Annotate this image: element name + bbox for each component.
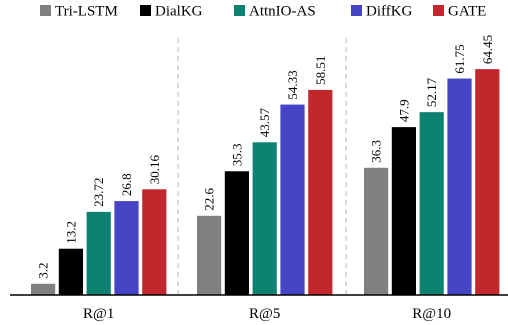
legend-swatch-tri-lstm <box>40 5 51 16</box>
bar-attnio-as-r-5 <box>252 142 277 295</box>
bar-dialkg-r-5 <box>224 171 249 295</box>
x-tick-label-r-10: R@10 <box>412 306 451 322</box>
bar-tri-lstm-r-1 <box>31 283 56 295</box>
bar-dialkg-r-10 <box>391 127 416 295</box>
value-label-attnio-as-r-1: 23.72 <box>91 178 106 207</box>
bar-attnio-as-r-1 <box>86 211 111 295</box>
bar-tri-lstm-r-5 <box>197 215 222 295</box>
bar-gate-r-1 <box>142 189 167 295</box>
value-label-attnio-as-r-10: 52.17 <box>424 77 439 107</box>
value-labels: 3.2 13.2 23.72 26.8 30.16 22.6 35.3 43.57 54.33 5… <box>36 35 495 279</box>
x-tick-label-r-1: R@1 <box>83 306 114 322</box>
bars <box>31 69 500 295</box>
bar-diffkg-r-10 <box>447 78 472 295</box>
legend-swatch-diffkg <box>351 5 362 16</box>
value-label-tri-lstm-r-10: 36.3 <box>369 140 384 163</box>
value-label-diffkg-r-10: 61.75 <box>452 44 467 73</box>
legend-label-attnio-as: AttnIO-AS <box>249 4 316 20</box>
bar-gate-r-10 <box>475 69 500 295</box>
value-label-gate-r-5: 58.51 <box>313 56 328 85</box>
legend-item-attnio-as: AttnIO-AS <box>234 4 316 20</box>
value-label-dialkg-r-10: 47.9 <box>396 99 411 122</box>
legend-label-tri-lstm: Tri-LSTM <box>55 4 118 20</box>
value-label-diffkg-r-5: 54.33 <box>285 70 300 99</box>
legend-swatch-dialkg <box>140 5 151 16</box>
value-label-diffkg-r-1: 26.8 <box>119 173 134 196</box>
bar-dialkg-r-1 <box>58 248 83 295</box>
legend-item-gate: GATE <box>433 4 486 20</box>
legend-item-dialkg: DialKG <box>140 4 203 20</box>
x-axis-ticks: R@1 R@5 R@10 <box>83 306 451 322</box>
bar-gate-r-5 <box>308 89 333 295</box>
group-separators <box>177 38 347 295</box>
x-tick-label-r-5: R@5 <box>249 306 280 322</box>
legend-swatch-attnio-as <box>234 5 245 16</box>
value-label-dialkg-r-1: 13.2 <box>63 221 78 244</box>
legend-item-tri-lstm: Tri-LSTM <box>40 4 118 20</box>
value-label-gate-r-10: 64.45 <box>480 35 495 64</box>
legend-label-dialkg: DialKG <box>155 4 203 20</box>
legend-swatch-gate <box>433 5 444 16</box>
value-label-dialkg-r-5: 35.3 <box>229 144 244 167</box>
bar-tri-lstm-r-10 <box>364 167 389 295</box>
legend-item-diffkg: DiffKG <box>351 4 413 20</box>
bar-diffkg-r-1 <box>114 201 139 295</box>
bar-attnio-as-r-10 <box>419 112 444 295</box>
legend: Tri-LSTM DialKG AttnIO-AS DiffKG GATE <box>40 4 486 20</box>
value-label-gate-r-1: 30.16 <box>147 155 162 185</box>
value-label-tri-lstm-r-5: 22.6 <box>202 188 217 211</box>
value-label-tri-lstm-r-1: 3.2 <box>36 263 51 279</box>
legend-label-diffkg: DiffKG <box>366 4 413 20</box>
legend-label-gate: GATE <box>448 4 486 20</box>
value-label-attnio-as-r-5: 43.57 <box>257 108 272 138</box>
bar-diffkg-r-5 <box>280 104 305 295</box>
